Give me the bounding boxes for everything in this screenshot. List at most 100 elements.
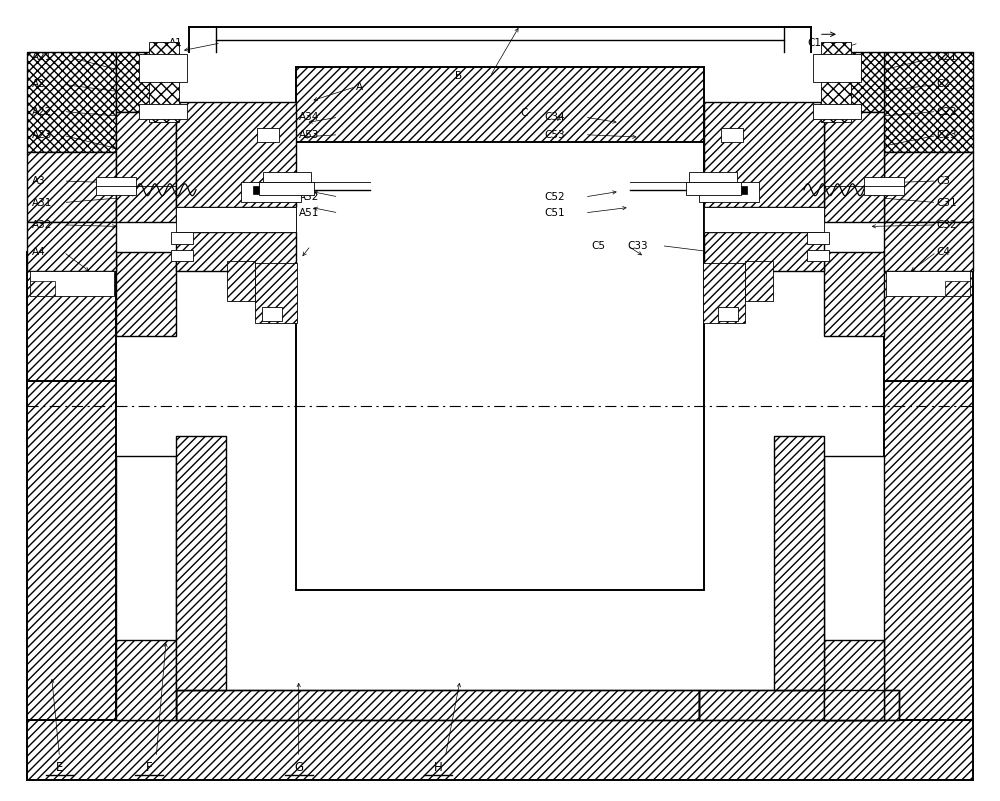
Text: H: H <box>434 761 443 775</box>
Bar <box>139 54 187 83</box>
Bar <box>699 690 899 720</box>
Text: C2: C2 <box>936 79 950 90</box>
Text: A22: A22 <box>32 107 52 116</box>
Text: A33: A33 <box>239 240 259 251</box>
Bar <box>689 171 737 182</box>
Bar <box>116 456 176 720</box>
Text: C32: C32 <box>936 220 957 230</box>
Bar <box>27 52 116 152</box>
Bar <box>116 52 176 112</box>
Bar <box>176 207 296 231</box>
Bar <box>27 222 116 272</box>
Text: A: A <box>356 82 363 92</box>
Text: A3: A3 <box>32 176 45 186</box>
Bar <box>686 182 741 195</box>
Text: C31: C31 <box>936 198 957 207</box>
Bar <box>824 52 884 112</box>
Text: A32: A32 <box>32 220 52 230</box>
Bar <box>176 690 699 720</box>
Text: A4: A4 <box>32 247 45 257</box>
Text: A5: A5 <box>279 240 293 251</box>
Bar <box>864 177 904 195</box>
Bar <box>176 102 296 207</box>
Text: E: E <box>56 761 63 775</box>
Bar <box>884 222 973 272</box>
Text: A31: A31 <box>32 198 52 207</box>
Bar <box>704 231 824 272</box>
Text: A2: A2 <box>32 79 45 90</box>
Bar <box>886 272 970 296</box>
Text: C4: C4 <box>936 247 950 257</box>
Text: G: G <box>294 761 303 775</box>
Bar <box>255 264 297 324</box>
Bar <box>27 252 116 381</box>
Bar <box>176 231 296 272</box>
Text: C5: C5 <box>592 240 606 251</box>
Bar <box>241 182 301 202</box>
Text: C23: C23 <box>936 131 957 140</box>
Text: C51: C51 <box>545 208 565 218</box>
Text: C3: C3 <box>936 176 950 186</box>
Bar <box>745 261 773 301</box>
Text: A52: A52 <box>299 192 319 202</box>
Bar <box>884 152 973 222</box>
Text: A34: A34 <box>299 112 319 122</box>
Text: C: C <box>520 108 527 118</box>
Bar <box>774 436 824 690</box>
Bar <box>262 308 282 321</box>
Bar <box>176 690 699 720</box>
Bar <box>116 252 176 336</box>
Bar <box>227 261 255 301</box>
Text: F: F <box>146 761 153 775</box>
Bar <box>807 250 829 261</box>
Bar <box>116 640 176 720</box>
Bar <box>945 281 970 296</box>
Text: C34: C34 <box>545 112 565 122</box>
Text: B: B <box>455 71 462 82</box>
Bar <box>296 67 704 142</box>
Bar <box>171 231 193 244</box>
Bar <box>721 128 743 142</box>
Text: C53: C53 <box>545 130 565 139</box>
Bar <box>824 456 884 720</box>
Text: A51: A51 <box>299 208 319 218</box>
Polygon shape <box>27 451 176 720</box>
Bar <box>139 104 187 119</box>
Bar <box>30 272 114 296</box>
Text: C1: C1 <box>807 38 821 48</box>
Bar <box>824 640 884 720</box>
Bar <box>821 42 851 122</box>
Bar <box>30 281 55 296</box>
Bar <box>712 186 747 194</box>
Bar <box>263 171 311 182</box>
Bar <box>27 720 973 779</box>
Bar <box>824 112 884 222</box>
Bar <box>253 186 288 194</box>
Bar <box>884 52 973 152</box>
Bar <box>884 252 973 381</box>
Text: C22: C22 <box>936 107 957 116</box>
Bar <box>813 54 861 83</box>
Bar <box>704 207 824 231</box>
Bar <box>813 104 861 119</box>
Text: A21: A21 <box>32 52 52 62</box>
Bar <box>699 182 759 202</box>
Bar <box>704 102 824 207</box>
Bar <box>703 264 745 324</box>
Bar <box>96 177 136 195</box>
Bar <box>171 250 193 261</box>
Text: C21: C21 <box>936 52 957 62</box>
Bar <box>149 42 179 122</box>
Text: A1: A1 <box>169 38 183 48</box>
Bar <box>116 112 176 222</box>
Bar <box>699 690 899 720</box>
Bar <box>257 128 279 142</box>
Text: A23: A23 <box>32 131 52 140</box>
Bar <box>296 132 704 590</box>
Text: C33: C33 <box>628 240 648 251</box>
Bar <box>884 381 973 720</box>
Bar <box>27 381 116 720</box>
Text: C52: C52 <box>545 192 565 202</box>
Bar <box>259 182 314 195</box>
Bar <box>176 436 226 690</box>
